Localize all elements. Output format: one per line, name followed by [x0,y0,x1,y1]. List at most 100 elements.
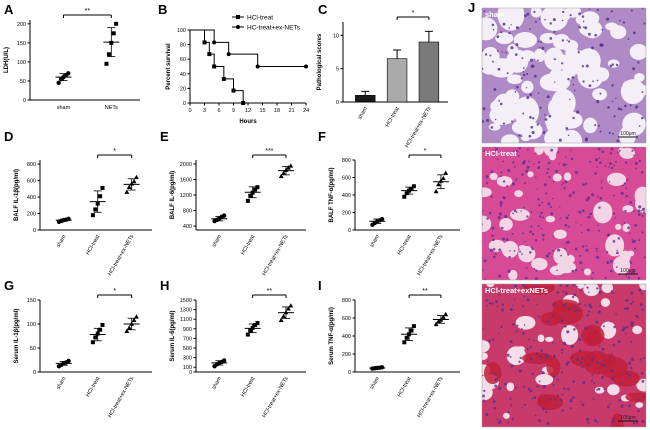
nucleus [549,205,552,209]
data-point [402,194,407,199]
nucleus [539,355,542,358]
nucleus [630,9,633,12]
nucleus [515,330,518,333]
nucleus [542,385,546,389]
nucleus [489,54,492,57]
nucleus [491,234,494,238]
nucleus [643,256,646,259]
nucleus [572,380,575,383]
nucleus [570,356,574,359]
nucleus [597,124,600,127]
alveolar-space [583,268,592,276]
nucleus [564,180,568,184]
nucleus [578,254,581,257]
data-point [436,181,441,187]
nucleus [599,196,603,200]
nucleus [558,138,562,142]
nucleus [553,81,556,83]
hemorrhage-patch [523,284,555,295]
nucleus [574,268,578,272]
significance-label: * [412,10,415,17]
alveolar-space [634,73,645,82]
nucleus [502,180,506,183]
nucleus [610,166,614,170]
nucleus [641,379,645,383]
nucleus [568,225,570,228]
nucleus [598,344,601,347]
nucleus [623,182,626,185]
data-point [288,163,294,168]
nucleus [536,289,539,292]
nucleus [563,187,566,190]
nucleus [632,270,636,274]
alveolar-space [527,171,534,178]
nucleus [581,15,585,18]
nucleus [538,419,542,422]
nucleus [487,288,491,292]
nucleus [562,341,567,345]
nucleus [599,305,601,307]
nucleus [528,338,531,341]
nucleus [586,228,590,232]
nucleus [582,26,585,28]
nucleus [523,206,526,209]
nucleus [546,95,550,99]
alveolar-space [539,32,557,44]
alveolar-space [622,223,631,233]
nucleus [499,201,503,205]
nucleus [602,363,606,367]
alveolar-space [518,245,536,263]
nucleus [598,206,601,209]
data-point [98,194,103,199]
alveolar-space [493,93,515,118]
data-point [440,175,446,181]
nucleus [518,360,521,363]
panel-B: B 0 20 40 60 80 100 0 3 6 9 12 15 18 21 24 Hours Percent … [158,2,309,125]
alveolar-space [489,172,498,181]
nucleus [573,89,576,92]
nucleus [511,418,514,421]
nucleus [539,106,542,110]
nucleus [528,134,532,138]
y-tick-label: 1300 [180,308,192,314]
nucleus [511,120,514,123]
nucleus [582,183,586,186]
data-point [106,52,111,57]
nucleus [630,271,633,274]
y-tick-label: 500 [183,346,192,352]
y-tick-label: 50 [30,346,36,352]
category-label: HCl-treat [85,234,101,256]
image-frame [481,7,647,144]
nucleus [552,18,556,22]
nucleus [582,80,585,83]
nucleus [625,187,628,189]
nucleus [588,8,591,10]
y-axis-label: Serum IL-1β(pg/ml) [14,309,20,364]
y-tick-label: 300 [183,356,192,362]
category-label: sham [369,376,381,391]
nucleus [640,371,644,375]
nucleus [601,150,604,154]
nucleus [497,332,500,335]
significance-label: ** [85,8,91,15]
data-point [114,21,119,26]
nucleus [603,388,606,390]
survival-marker [255,64,260,69]
nucleus [484,278,486,280]
nucleus [561,316,564,318]
nucleus [577,51,580,54]
alveolar-space [639,284,646,291]
data-point [124,189,130,194]
nucleus [641,207,646,211]
y-axis-label: BALF IL-1β(pg/ml) [14,169,20,221]
nucleus [532,117,535,120]
nucleus [502,237,505,241]
nucleus [482,399,486,402]
panel-letter-H: H [160,278,169,293]
data-point [286,165,291,170]
nucleus [591,46,594,50]
nucleus [546,421,550,426]
x-tick-label: 15 [259,108,265,114]
nucleus [524,286,527,288]
nucleus [587,215,591,219]
